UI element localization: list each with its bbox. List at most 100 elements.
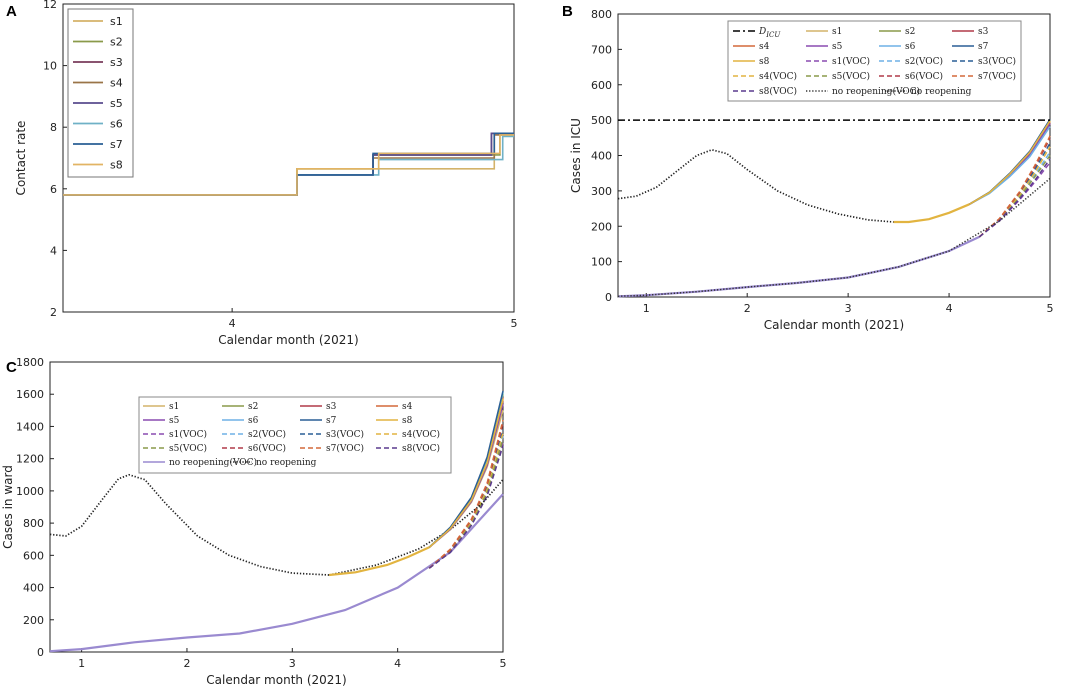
panel-b-ytick-label: 500 (591, 114, 612, 127)
panel-b-legend-label-s8: s8 (759, 57, 770, 67)
d-icu-main: D (758, 27, 766, 37)
panel-a-y-axis-label: Contact rate (14, 121, 28, 196)
panel-c-legend (138, 396, 452, 474)
panel-a-legend-label-s1: s1 (110, 15, 123, 28)
panel-c-legend-label-s5: s5 (169, 416, 180, 426)
panel-a-legend-label-s8: s8 (110, 159, 123, 172)
panel-c-line-no-reopening-tail (329, 479, 504, 576)
panel-b-legend-label-no-reopening: no reopening (911, 87, 972, 97)
panel-b-chart: 1 2 3 4 5 0 100 200 300 400 500 600 700 800 Calendar m… (569, 8, 1054, 332)
panel-b-legend-label-no-reopeningvoc: no reopening(VOC) (832, 86, 920, 97)
panel-b-legend-label-s6voc: s6(VOC) (905, 71, 943, 82)
panel-b-legend-label-s1: s1 (832, 27, 842, 37)
panel-a-ytick-label: 2 (50, 306, 57, 319)
panel-b-line-no-reopening (617, 148, 894, 223)
panel-c-legend-label-s6voc: s6(VOC) (248, 443, 286, 454)
panel-b-legend-label-s1voc: s1(VOC) (832, 56, 870, 67)
panel-c-legend-label-s3: s3 (326, 402, 337, 412)
panel-c-legend-label-no-reopening: no reopening (256, 458, 317, 468)
panel-a-ytick-label: 8 (50, 121, 57, 134)
panel-b-ytick-label: 200 (591, 220, 612, 233)
panel-b-legend-label-s6: s6 (905, 42, 916, 52)
panel-c-legend-label-s6: s6 (248, 416, 259, 426)
panel-c-chart: 1 2 3 4 5 0 200 400 600 800 1000 1200 1400 1600 1800 Ca… (1, 356, 507, 687)
panel-a-legend (67, 8, 134, 178)
panel-b-legend-label-s7voc: s7(VOC) (978, 71, 1016, 82)
panel-c-legend-label-s5voc: s5(VOC) (169, 443, 207, 454)
panel-c-legend-label-s4: s4 (402, 402, 413, 412)
panel-c-line-s8 (428, 398, 504, 548)
panel-c-ytick-label: 1400 (16, 420, 44, 433)
panel-c-legend-label-s2voc: s2(VOC) (248, 429, 286, 440)
panel-b-legend-label-s3: s3 (978, 27, 989, 37)
panel-a-ytick-label: 6 (50, 183, 57, 196)
panel-b-line-s7(VOC) (978, 135, 1051, 238)
panel-c-ytick-label: 600 (23, 549, 44, 562)
panel-c-line-s8(VOC) (428, 445, 504, 569)
panel-b-legend-label-s7: s7 (978, 42, 989, 52)
panel-c-legend-label-s4voc: s4(VOC) (402, 429, 440, 440)
panel-b-ytick-label: 0 (605, 291, 612, 304)
panel-c-xtick-label: 3 (289, 657, 296, 670)
panel-b-line-s8(VOC) (978, 158, 1051, 238)
panel-a-ytick-label: 12 (43, 0, 57, 11)
panel-c-ytick-label: 1200 (16, 453, 44, 466)
panel-a-legend-label-s5: s5 (110, 97, 123, 110)
panel-a-xtick-label: 4 (229, 317, 236, 330)
panel-b-ytick-label: 100 (591, 256, 612, 269)
panel-c-legend-label-s3voc: s3(VOC) (326, 429, 364, 440)
panel-b-xtick-label: 1 (643, 302, 650, 315)
panel-c-legend-label-s7: s7 (326, 416, 337, 426)
panel-c-reopening-common-curve (329, 546, 430, 577)
panel-a-x-axis-label: Calendar month (2021) (218, 333, 358, 347)
panel-b-ytick-label: 600 (591, 79, 612, 92)
panel-c-ytick-label: 400 (23, 582, 44, 595)
panel-c-xtick-label: 1 (78, 657, 85, 670)
panel-b-xtick-label: 4 (946, 302, 953, 315)
panel-c-ytick-label: 1600 (16, 388, 44, 401)
panel-b-line-s8 (968, 120, 1051, 205)
panel-a-legend-label-s7: s7 (110, 138, 123, 151)
panel-b-xtick-label: 5 (1047, 302, 1054, 315)
panel-c-y-axis-label: Cases in ward (1, 465, 15, 549)
panel-c-ytick-label: 1000 (16, 485, 44, 498)
panel-b-x-axis-label: Calendar month (2021) (764, 318, 904, 332)
panel-c-legend-label-s8voc: s8(VOC) (402, 443, 440, 454)
panel-b-line-no-reopening-voc (617, 177, 1051, 298)
panel-c-x-axis-label: Calendar month (2021) (206, 673, 346, 687)
panel-b-legend-label-s8voc: s8(VOC) (759, 86, 797, 97)
panel-b-reopening-common-curve (893, 203, 970, 224)
panel-a-xtick-label: 5 (511, 317, 518, 330)
panel-c-line-no-reopening-voc (49, 493, 504, 653)
panel-c-xtick-label: 5 (500, 657, 507, 670)
panel-c-legend-label-s2: s2 (248, 402, 258, 412)
panel-a-legend-label-s6: s6 (110, 118, 123, 131)
panel-c-ytick-label: 1800 (16, 356, 44, 369)
panel-a-ytick-label: 4 (50, 244, 57, 257)
panel-a-chart: 4 5 2 4 6 8 10 12 Calendar month (2021) Contact r… (14, 0, 518, 347)
panel-b-legend-label-s2: s2 (905, 27, 915, 37)
panel-b-legend-label-s2voc: s2(VOC) (905, 56, 943, 67)
panel-c-legend-label-s1: s1 (169, 402, 179, 412)
panel-a-letter: A (6, 3, 17, 20)
panel-c-legend-label-no-reopeningvoc: no reopening(VOC) (169, 457, 257, 468)
panel-b-y-axis-label: Cases in ICU (569, 118, 583, 193)
panel-c-xtick-label: 4 (394, 657, 401, 670)
panel-b-ytick-label: 400 (591, 150, 612, 163)
d-icu-subscript: ICU (765, 31, 781, 39)
panel-b-ytick-label: 800 (591, 8, 612, 21)
panel-c-ytick-label: 0 (37, 646, 44, 659)
panel-b-ytick-label: 700 (591, 43, 612, 56)
panel-b-legend-label-d-icu: DICU (758, 27, 781, 39)
panel-b-legend-label-s3voc: s3(VOC) (978, 56, 1016, 67)
panel-b-legend-label-s4voc: s4(VOC) (759, 71, 797, 82)
panel-c-line-no-reopening (49, 473, 330, 576)
panel-c-xtick-label: 2 (183, 657, 190, 670)
panel-c-ytick-label: 800 (23, 517, 44, 530)
panel-a-legend-label-s3: s3 (110, 56, 123, 69)
panel-b-legend-label-s4: s4 (759, 42, 770, 52)
panel-c-line-s7(VOC) (428, 419, 504, 569)
panel-a-legend-label-s4: s4 (110, 77, 123, 90)
panel-c-legend-label-s1voc: s1(VOC) (169, 429, 207, 440)
